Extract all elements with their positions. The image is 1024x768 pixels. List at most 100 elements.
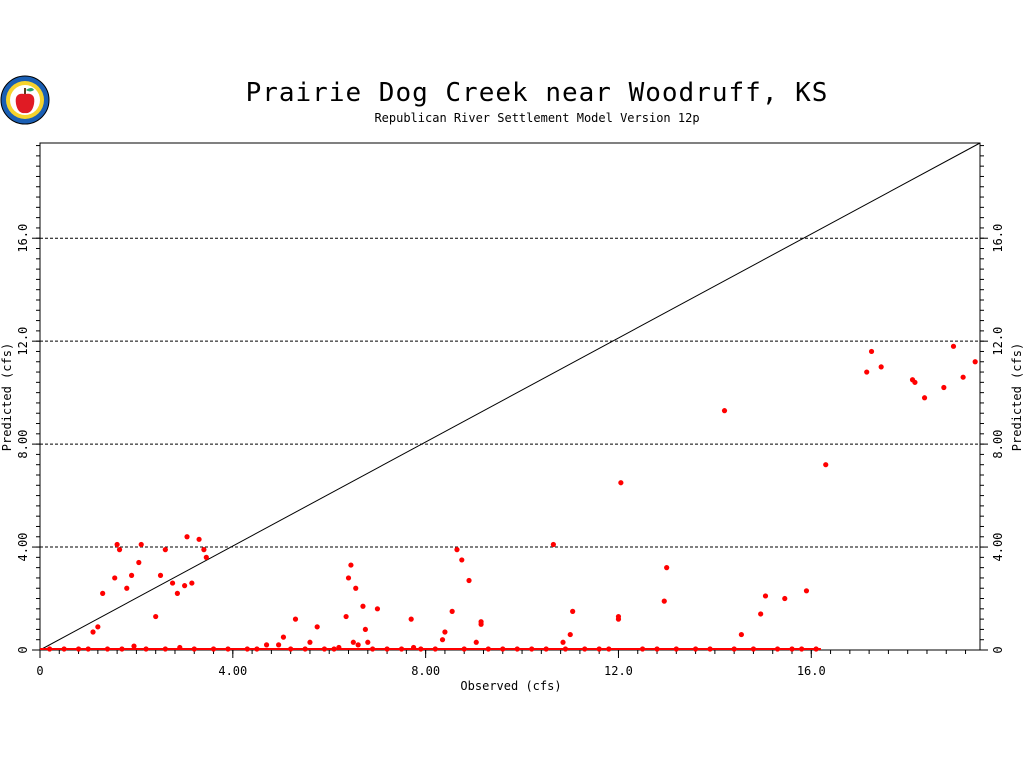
data-point (47, 646, 53, 652)
data-point (731, 646, 737, 652)
data-point (119, 646, 125, 652)
data-point (116, 547, 123, 553)
data-point (374, 606, 381, 612)
data-point (960, 374, 966, 380)
data-point (562, 646, 569, 652)
data-point (128, 572, 135, 578)
data-point (365, 639, 371, 645)
data-point (543, 646, 549, 652)
data-point (799, 646, 805, 652)
data-point (774, 646, 781, 652)
data-point (972, 359, 978, 365)
data-point (191, 646, 197, 652)
data-point (201, 547, 207, 553)
data-point (254, 646, 260, 652)
data-point (343, 613, 349, 620)
data-point (280, 634, 287, 640)
data-point (189, 580, 195, 586)
one-to-one-reference-line (39, 142, 981, 651)
y-tick-label-left: 8.00 (16, 430, 30, 459)
data-point (196, 536, 202, 542)
data-point (529, 646, 535, 652)
data-point (355, 642, 361, 648)
data-point (292, 616, 299, 622)
data-point (582, 646, 588, 652)
data-point (762, 593, 769, 599)
data-point (673, 646, 679, 652)
data-point (868, 348, 875, 355)
data-point (500, 646, 506, 652)
data-point (410, 644, 417, 651)
x-tick-label: 16.0 (797, 664, 826, 678)
data-point (692, 646, 699, 652)
data-point (439, 637, 446, 643)
data-point (478, 621, 484, 627)
data-point (138, 541, 144, 548)
data-point (131, 643, 137, 649)
data-point (244, 646, 250, 652)
data-point (162, 547, 168, 553)
data-point (398, 646, 405, 652)
x-axis-label: Observed (cfs) (460, 679, 561, 693)
data-point (921, 395, 928, 401)
data-point (331, 646, 337, 652)
data-point (864, 369, 870, 375)
data-point (950, 343, 957, 349)
data-point (162, 646, 168, 652)
data-point (61, 646, 67, 652)
data-point (782, 595, 788, 602)
data-point (803, 588, 810, 594)
data-point (263, 642, 270, 648)
y-axis-label-left: Predicted (cfs) (0, 343, 14, 451)
data-point (104, 646, 111, 652)
data-point (661, 598, 667, 604)
data-point (941, 384, 947, 391)
apple-seal-logo-icon (0, 75, 50, 125)
axis-ticks: 0 0 0 4.00 4.00 4.00 8.00 8.00 8.00 12.0 12.0 12.0 1… (16, 145, 1005, 678)
x-tick-label: 0 (36, 664, 43, 678)
y-tick-label-left: 16.0 (16, 224, 30, 253)
y-tick-label-right: 0 (991, 646, 1005, 653)
data-point (143, 646, 149, 652)
data-point (184, 534, 190, 540)
data-point (721, 408, 728, 414)
data-point (789, 646, 795, 652)
data-point (336, 644, 342, 651)
y-tick-label-right: 8.00 (991, 430, 1005, 459)
data-point (514, 646, 520, 652)
x-tick-label: 8.00 (411, 664, 440, 678)
data-point (302, 646, 308, 652)
data-point (370, 646, 376, 652)
data-point (459, 557, 465, 563)
data-point (615, 616, 622, 622)
y-tick-label-left: 0 (16, 646, 30, 653)
data-point (345, 575, 352, 581)
data-point (307, 639, 313, 645)
data-point (485, 646, 491, 652)
data-point (114, 541, 120, 548)
data-point (466, 577, 472, 584)
y-tick-label-left: 4.00 (16, 533, 30, 562)
data-point (157, 572, 164, 578)
data-point (664, 565, 670, 571)
y-axis-label-right: Predicted (cfs) (1010, 343, 1024, 451)
chart-subtitle: Republican River Settlement Model Versio… (374, 111, 699, 125)
data-point (85, 646, 91, 652)
data-point (90, 629, 96, 635)
data-point (454, 547, 460, 553)
data-point (360, 603, 366, 609)
data-point (384, 646, 390, 652)
data-point (550, 541, 556, 548)
data-point (442, 629, 448, 635)
data-point (596, 646, 602, 652)
data-point (473, 639, 479, 645)
data-point (362, 626, 368, 633)
chart-title: Prairie Dog Creek near Woodruff, KS (246, 78, 829, 108)
data-point (75, 646, 82, 652)
data-point (560, 639, 566, 645)
gridlines (40, 237, 980, 548)
data-point (353, 585, 359, 591)
data-point (174, 590, 180, 596)
data-point (738, 631, 744, 638)
